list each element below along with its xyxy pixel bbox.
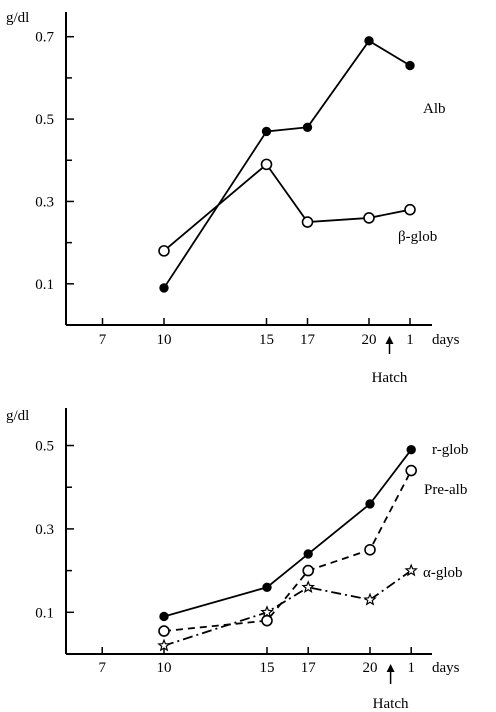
x-axis-label: days — [432, 332, 460, 348]
data-point — [365, 499, 375, 509]
x-tick-label: 1 — [406, 332, 414, 348]
data-point — [363, 212, 375, 224]
y-axis-unit-label: g/dl — [6, 408, 29, 424]
data-point — [159, 611, 169, 622]
x-axis-label: days — [432, 660, 460, 676]
x-tick-label: 17 — [300, 332, 316, 348]
data-point — [363, 592, 377, 606]
x-tick-label: 15 — [260, 660, 275, 676]
x-tick-label: 20 — [363, 660, 378, 676]
series-line-0 — [163, 449, 412, 618]
data-point — [405, 464, 418, 477]
x-tick-label: 10 — [157, 660, 172, 676]
data-point — [261, 126, 272, 137]
data-point — [159, 283, 169, 293]
data-point — [302, 122, 313, 133]
series-line-1 — [163, 163, 411, 252]
chart-bottom-panel: 0.1 0.3 0.5 g/dl 7 10 15 17 20 1 days Hatch r-glob Pr… — [6, 408, 468, 712]
data-point — [261, 614, 273, 627]
series-label: Alb — [423, 101, 446, 117]
series-label: α-glob — [423, 565, 463, 581]
x-tick-label: 15 — [259, 332, 274, 348]
y-tick-label: 0.3 — [35, 522, 54, 538]
data-point — [157, 638, 171, 652]
data-point — [404, 563, 418, 577]
series-label: Pre-alb — [424, 482, 467, 498]
y-axis-unit-label: g/dl — [6, 10, 29, 26]
hatch-arrow-head — [386, 664, 395, 672]
x-tick-label: 10 — [157, 332, 172, 348]
series-line-0 — [163, 39, 411, 289]
x-tick-label: 17 — [301, 660, 317, 676]
series-line-2 — [163, 569, 412, 647]
data-point — [364, 543, 376, 556]
data-point — [303, 549, 313, 559]
data-point — [158, 625, 170, 637]
data-point — [260, 158, 273, 171]
hatch-annotation: Hatch — [373, 696, 409, 712]
data-point — [158, 245, 170, 257]
data-point — [405, 60, 415, 71]
x-tick-label: 7 — [98, 660, 106, 676]
data-point — [404, 203, 416, 216]
series-label: r-glob — [432, 442, 468, 458]
x-tick-label: 20 — [362, 332, 377, 348]
data-point — [301, 216, 314, 228]
data-point — [364, 36, 374, 46]
y-tick-label: 0.3 — [35, 194, 54, 210]
hatch-arrow-head — [385, 336, 394, 344]
y-tick-label: 0.1 — [35, 605, 54, 621]
hatch-annotation: Hatch — [372, 370, 408, 386]
y-tick-label: 0.1 — [35, 277, 54, 293]
data-point — [262, 582, 272, 592]
data-point — [406, 444, 416, 455]
series-label: β-glob — [398, 229, 437, 245]
x-tick-label: 1 — [407, 660, 415, 676]
data-point — [302, 564, 315, 577]
data-point — [260, 605, 274, 619]
y-tick-label: 0.7 — [35, 30, 54, 46]
y-tick-label: 0.5 — [35, 112, 54, 128]
y-tick-label: 0.5 — [35, 439, 54, 455]
chart-top-panel: 0.1 0.3 0.5 0.7 g/dl 7 10 15 17 20 1 days Hatch Alb β-… — [6, 10, 460, 386]
x-tick-label: 7 — [99, 332, 107, 348]
data-point — [301, 580, 315, 594]
